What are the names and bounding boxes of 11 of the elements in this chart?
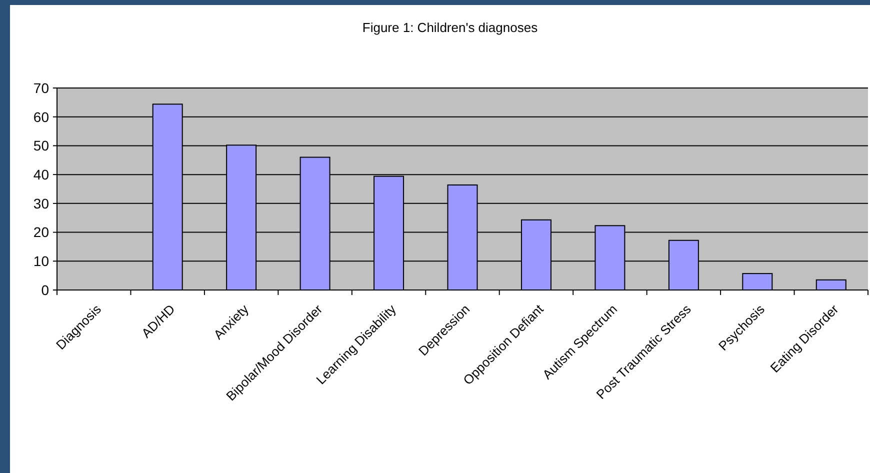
y-tick-label: 50 (33, 138, 50, 154)
bar (742, 273, 773, 290)
y-tick-label: 0 (41, 282, 50, 298)
y-tick-label: 60 (33, 108, 50, 125)
y-tick-label: 20 (33, 224, 50, 240)
y-tick-label: 40 (33, 166, 50, 182)
y-tick-label: 10 (33, 253, 50, 270)
y-tick-label: 70 (33, 80, 50, 96)
y-tick-label: 30 (33, 195, 50, 212)
chart-title: Figure 1: Children's diagnoses (362, 20, 538, 35)
bar (816, 279, 846, 290)
